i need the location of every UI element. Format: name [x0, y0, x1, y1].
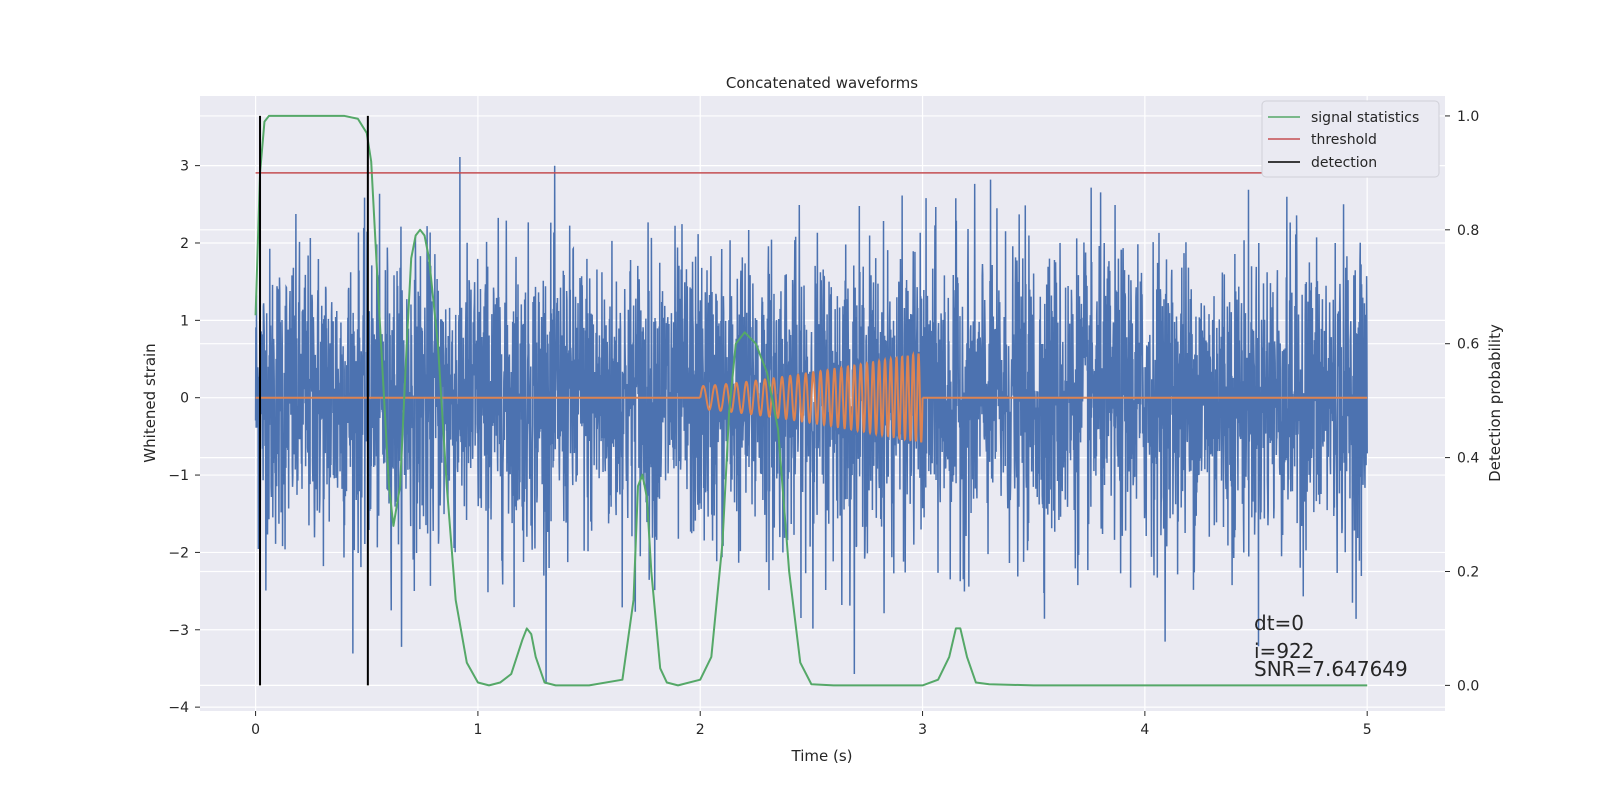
strain-noise-line [254, 157, 1368, 684]
y-tick-label: 3 [180, 159, 189, 175]
x-tick-label: 5 [1363, 722, 1372, 738]
x-tick-label: 2 [696, 722, 705, 738]
injection-chirp-line [699, 350, 924, 443]
y-tick-label: −1 [168, 468, 189, 484]
x-tick-label: 4 [1140, 722, 1149, 738]
legend-label-detection: detection [1311, 155, 1377, 171]
y-axis-label: Whitened strain [141, 343, 159, 462]
signal-statistics-line [254, 114, 1368, 687]
y2-tick-label: 0.6 [1457, 337, 1479, 353]
x-axis-label: Time (s) [791, 747, 853, 765]
y-tick-label: 0 [180, 391, 189, 407]
y2-axis-label: Detection probability [1486, 324, 1504, 482]
y-tick-label: −4 [168, 700, 189, 716]
y2-tick-label: 0.8 [1457, 223, 1479, 239]
y-tick-label: 2 [180, 236, 189, 252]
axes: 0 1 2 3 4 5 −4 −3 −2 −1 0 1 2 3 0.0 0.2 0.4 0.6 0.8 1.0 [168, 109, 1479, 738]
y2-tick-label: 0.4 [1457, 451, 1479, 467]
y-tick-label: −2 [168, 545, 189, 561]
x-tick-label: 0 [251, 722, 260, 738]
legend: signal statistics threshold detection [1261, 100, 1440, 178]
chart-title: Concatenated waveforms [726, 74, 918, 92]
annotation-dt: dt=0 [1254, 611, 1304, 635]
plot-area [254, 114, 1390, 687]
x-tick-label: 1 [473, 722, 482, 738]
legend-box [1261, 100, 1440, 178]
legend-label-signal-statistics: signal statistics [1311, 110, 1419, 126]
y2-tick-label: 0.2 [1457, 564, 1479, 580]
y2-tick-label: 0.0 [1457, 678, 1479, 694]
annotation-snr: SNR=7.647649 [1254, 657, 1408, 681]
legend-label-threshold: threshold [1311, 132, 1377, 148]
annotation-i: i=922 [1254, 639, 1315, 663]
y-tick-label: −3 [168, 623, 189, 639]
x-tick-label: 3 [918, 722, 927, 738]
y2-tick-label: 1.0 [1457, 109, 1479, 125]
y-tick-label: 1 [180, 313, 189, 329]
